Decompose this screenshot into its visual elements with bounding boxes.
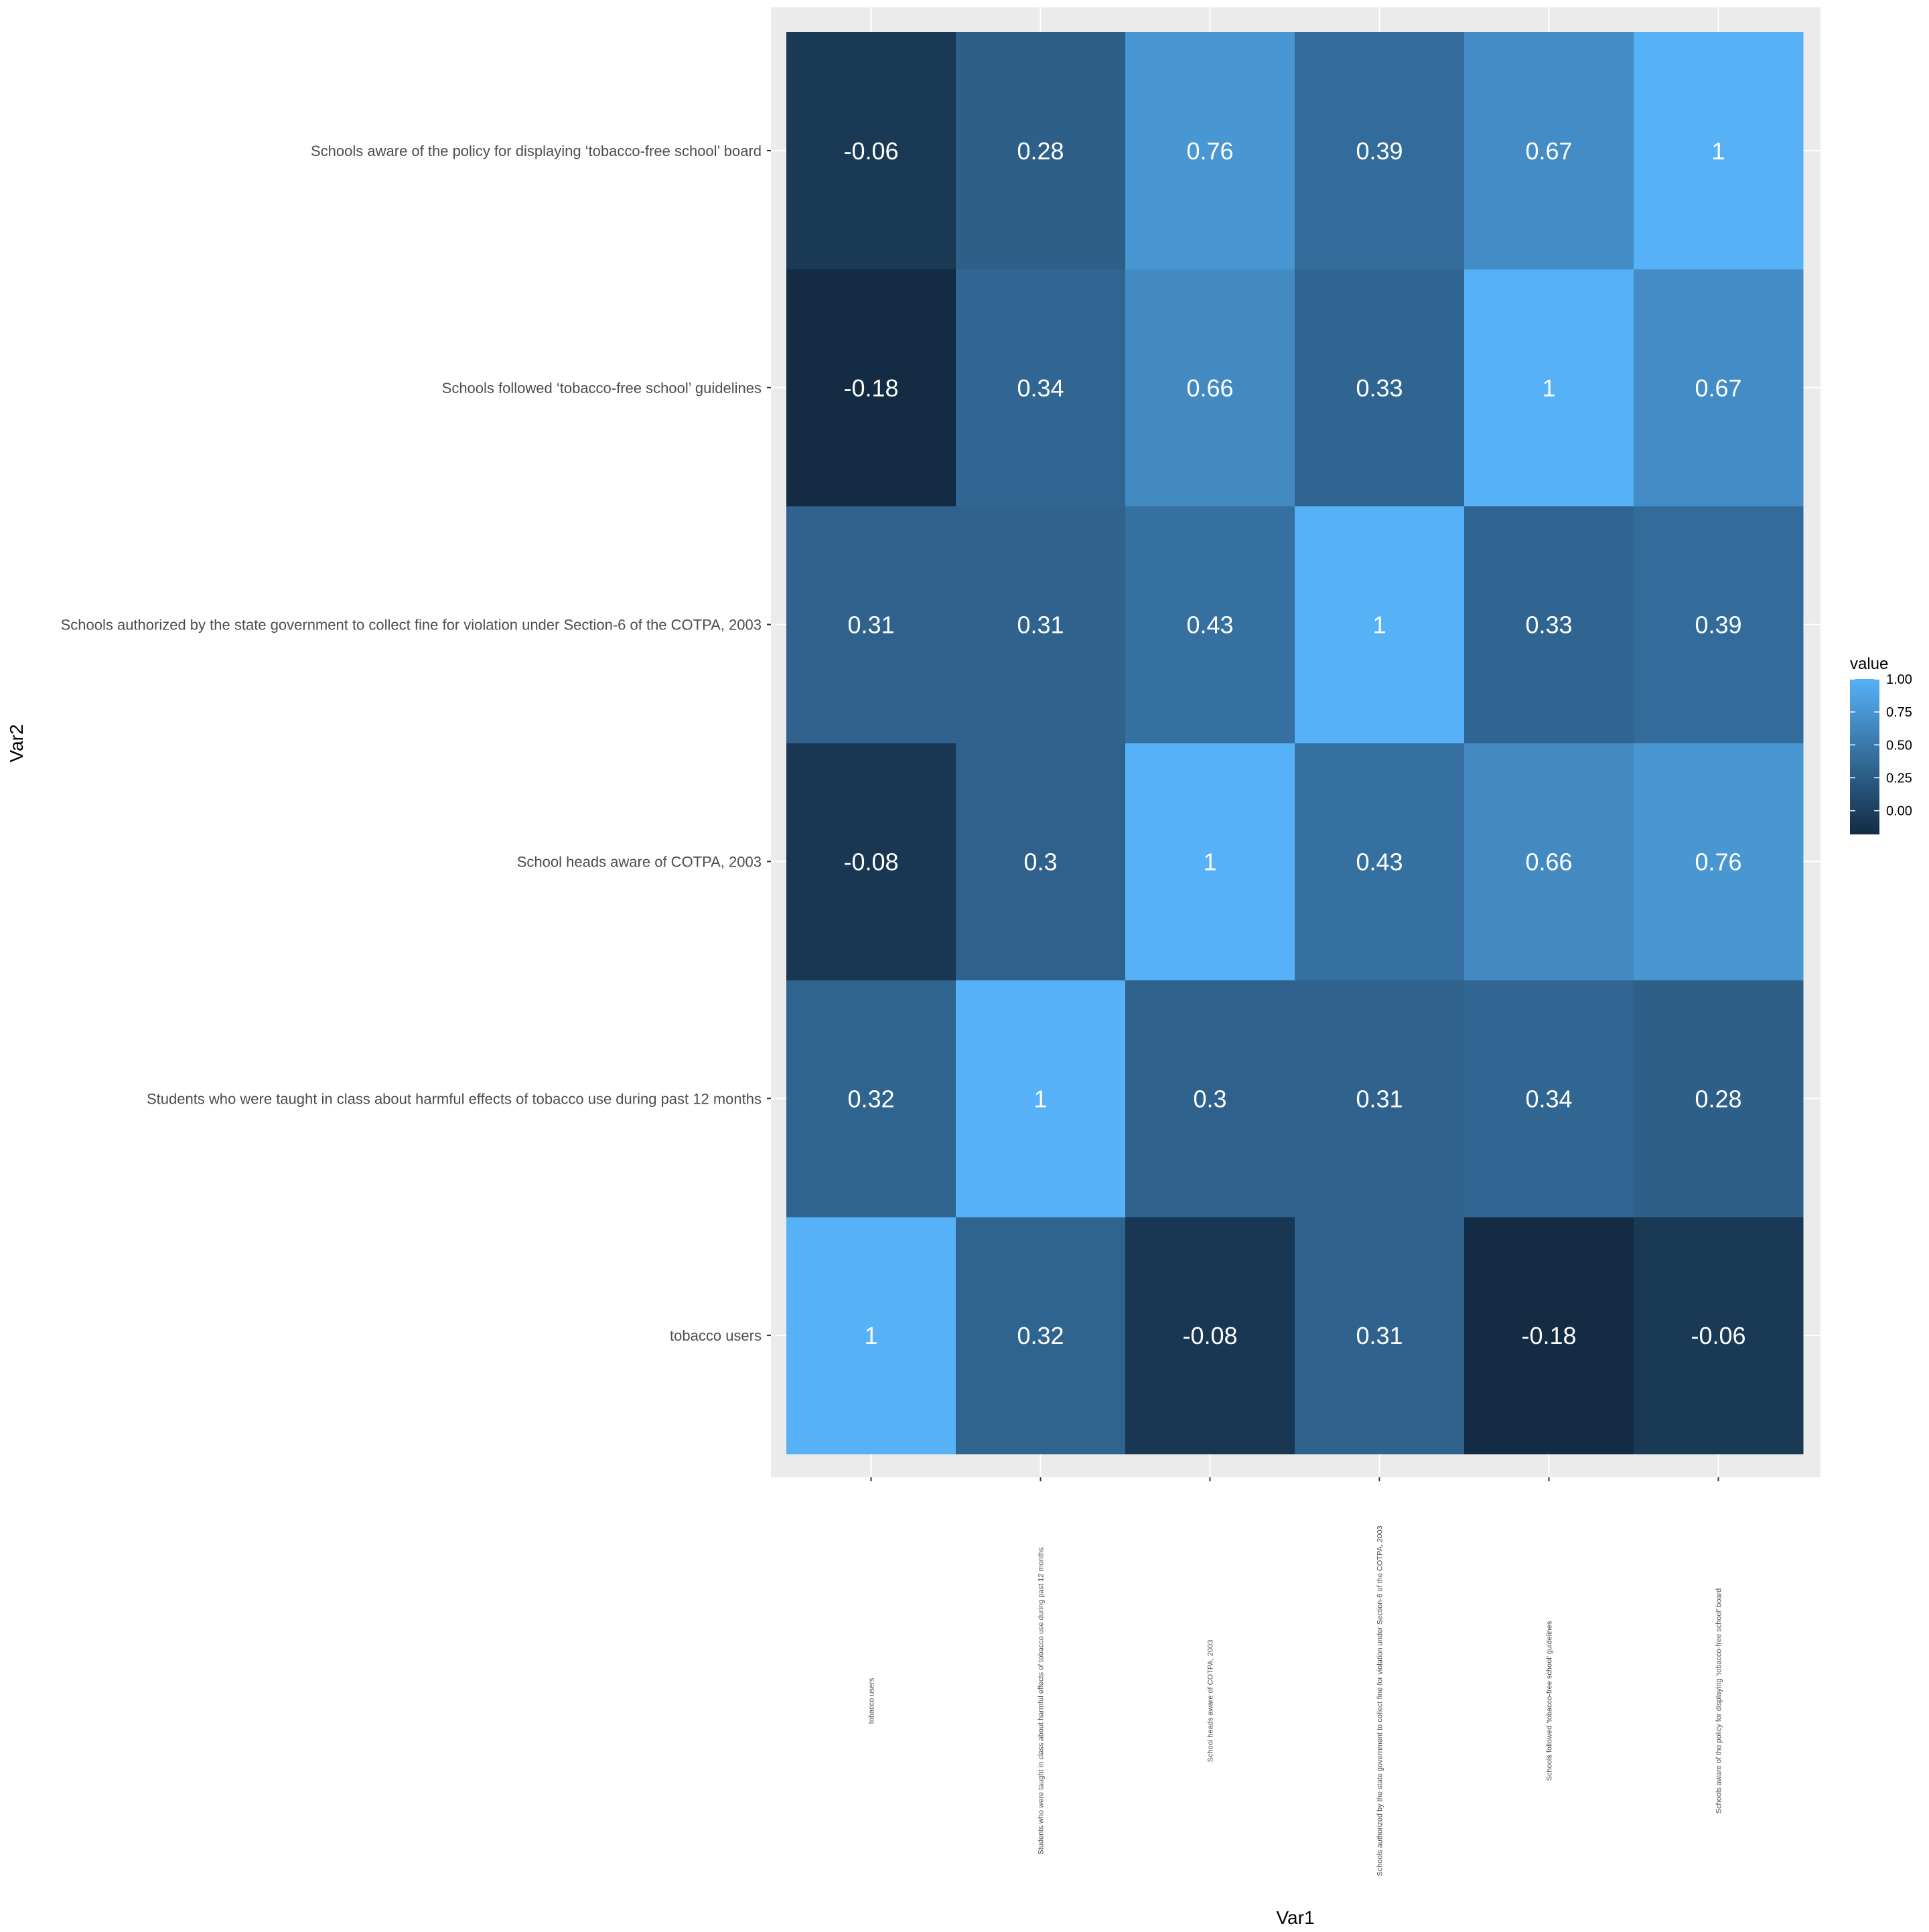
cell-value-label: 0.43 xyxy=(1356,848,1403,875)
cell-value-label: -0.18 xyxy=(1521,1322,1576,1349)
cell-value-label: 0.32 xyxy=(847,1085,894,1112)
cell-value-label: 1 xyxy=(864,1322,877,1349)
heatmap-cells xyxy=(786,32,1804,1455)
cell-value-label: 0.39 xyxy=(1356,137,1403,165)
y-tick-label-schools-followed-tobacco-free-school-gui: Schools followed ‘tobacco-free school’ g… xyxy=(442,380,762,396)
cell-value-label: 0.3 xyxy=(1193,1085,1226,1112)
y-axis-title: Var2 xyxy=(6,724,27,762)
cell-value-label: 0.31 xyxy=(847,611,894,639)
x-tick-label-schools-aware-of-the-policy-for-displayi: Schools aware of the policy for displayi… xyxy=(1715,1588,1723,1814)
cell-value-label: 0.32 xyxy=(1017,1322,1064,1349)
cell-value-label: 0.66 xyxy=(1186,374,1233,402)
cell-value-label: 0.34 xyxy=(1017,374,1064,402)
legend: value 1.00 0.75 0.50 0.25 0.00 xyxy=(1850,655,1912,834)
cell-value-label: 0.28 xyxy=(1017,137,1064,165)
cell-value-label: 0.43 xyxy=(1186,611,1233,639)
legend-tick-label: 1.00 xyxy=(1886,672,1912,687)
y-tick-label-tobacco-users: tobacco users xyxy=(670,1327,762,1344)
cell-value-label: 0.67 xyxy=(1695,374,1741,402)
x-tick-label-tobacco-users: tobacco users xyxy=(868,1678,876,1724)
cell-value-label: 0.76 xyxy=(1186,137,1233,165)
x-tick-label-schools-followed-tobacco-free-school-gui: Schools followed ‘tobacco-free school’ g… xyxy=(1546,1621,1554,1781)
cell-value-label: 0.31 xyxy=(1356,1322,1403,1349)
cell-value-label: 0.66 xyxy=(1525,848,1572,875)
x-axis: tobacco users Students who were taught in… xyxy=(868,1477,1723,1876)
cell-value-label: 0.28 xyxy=(1695,1085,1741,1112)
cell-value-label: 0.33 xyxy=(1525,611,1572,639)
legend-tick-label: 0.75 xyxy=(1886,705,1912,720)
cell-value-label: -0.08 xyxy=(843,848,898,875)
cell-value-label: -0.06 xyxy=(843,137,898,165)
cell-value-label: 1 xyxy=(1711,137,1725,165)
y-axis: tobacco users Students who were taught in… xyxy=(61,143,771,1344)
cell-value-label: 1 xyxy=(1372,611,1386,639)
x-tick-label-schools-authorized-by-the-state-governme: Schools authorized by the state governme… xyxy=(1376,1526,1384,1876)
x-axis-title: Var1 xyxy=(1276,1907,1314,1928)
y-tick-label-schools-aware-of-the-policy-for-displayi: Schools aware of the policy for displayi… xyxy=(311,143,762,159)
legend-tick-label: 0.25 xyxy=(1886,771,1912,786)
cell-value-label: -0.08 xyxy=(1182,1322,1237,1349)
cell-value-label: 0.76 xyxy=(1695,848,1741,875)
cell-value-label: 0.3 xyxy=(1023,848,1057,875)
cell-value-label: -0.18 xyxy=(843,374,898,402)
cell-value-label: 0.33 xyxy=(1356,374,1403,402)
cell-value-label: 0.39 xyxy=(1695,611,1741,639)
cell-value-label: 1 xyxy=(1542,374,1555,402)
legend-title: value xyxy=(1850,655,1888,673)
legend-tick-label: 0.00 xyxy=(1886,804,1912,819)
cell-value-label: 1 xyxy=(1203,848,1216,875)
cell-value-label: 0.31 xyxy=(1017,611,1064,639)
legend-tick-label: 0.50 xyxy=(1886,738,1912,753)
y-tick-label-schools-authorized-by-the-state-governme: Schools authorized by the state governme… xyxy=(61,617,762,634)
cell-value-label: 0.34 xyxy=(1525,1085,1572,1112)
cell-value-label: -0.06 xyxy=(1691,1322,1745,1349)
x-tick-label-school-heads-aware-of-cotpa-2003: School heads aware of COTPA, 2003 xyxy=(1207,1640,1215,1763)
y-tick-label-school-heads-aware-of-cotpa-2003: School heads aware of COTPA, 2003 xyxy=(517,853,762,870)
cell-value-label: 0.67 xyxy=(1525,137,1572,165)
cell-value-label: 1 xyxy=(1033,1085,1047,1112)
x-tick-label-students-who-were-taught-in-class-about-: Students who were taught in class about … xyxy=(1038,1547,1046,1855)
cell-value-label: 0.31 xyxy=(1356,1085,1403,1112)
y-tick-label-students-who-were-taught-in-class-about-: Students who were taught in class about … xyxy=(147,1090,762,1107)
